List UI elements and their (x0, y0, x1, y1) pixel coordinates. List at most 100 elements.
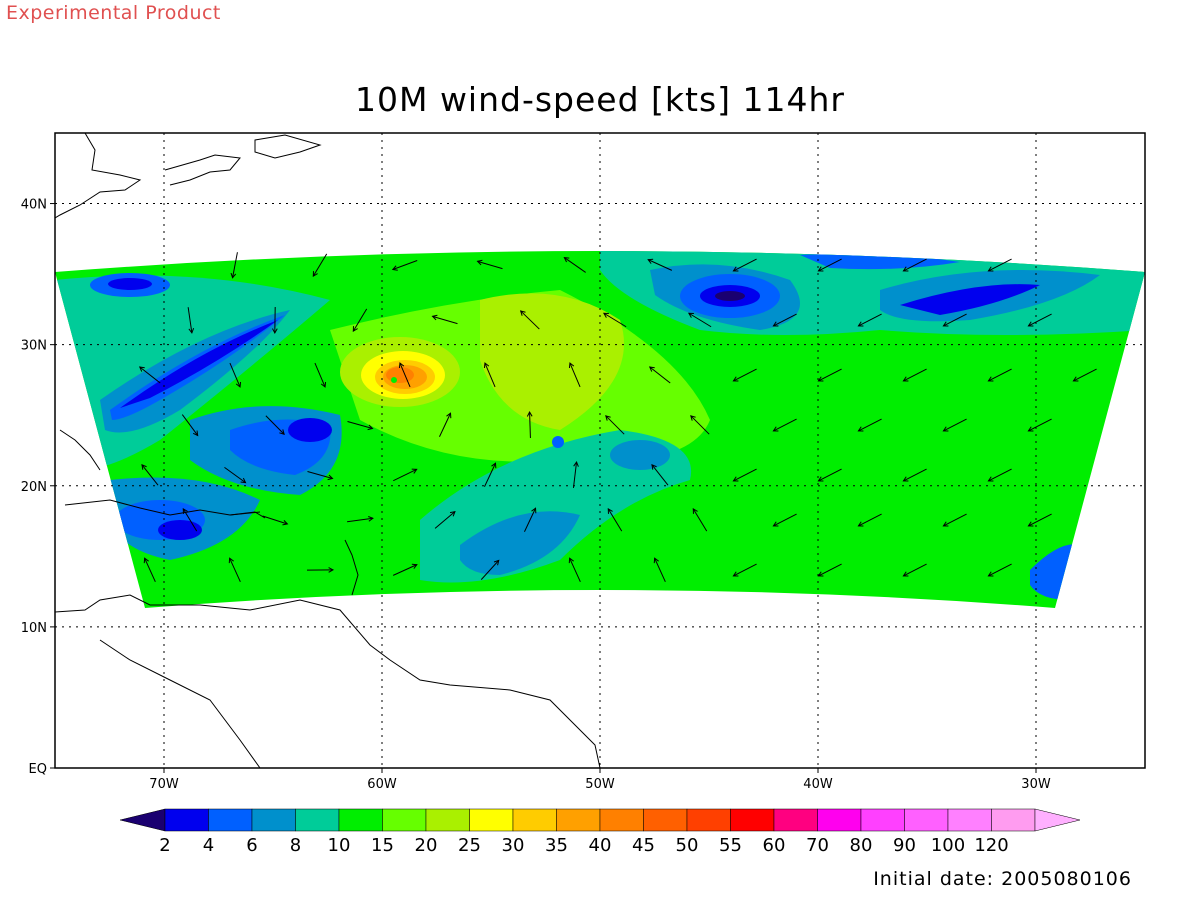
wind-arrow (987, 368, 1012, 382)
wind-arrow (262, 515, 289, 526)
wind-pocket-south (610, 440, 670, 470)
wind-band-deep-far-ne (900, 284, 1040, 315)
colorbar-swatch (599, 808, 644, 832)
wind-arrow (484, 462, 497, 487)
colorbar-swatch (686, 808, 731, 832)
colorbar-swatch (469, 808, 514, 832)
wind-vectors (138, 252, 1097, 583)
lat-tick-label: 20N (21, 480, 47, 495)
wind-arrow (265, 415, 285, 435)
south-america-interior-border (99, 639, 261, 768)
wind-low-northeast-eye (715, 291, 745, 301)
lon-tick-label: 40W (803, 777, 833, 792)
wind-arrow (314, 362, 327, 388)
wind-arrow (572, 461, 579, 488)
lat-tick-label: 30N (21, 339, 47, 354)
lon-tick-label: 50W (585, 777, 615, 792)
colorbar-label: 8 (290, 835, 301, 856)
colorbar-swatch (295, 808, 340, 832)
colorbar-label: 25 (458, 835, 481, 856)
wind-arrow (439, 412, 452, 437)
wind-arrow (476, 259, 503, 270)
wind-arrow (1027, 418, 1052, 432)
wind-arrow (902, 563, 927, 577)
wind-arrow (272, 306, 278, 335)
wind-arrow (942, 313, 967, 327)
wind-arrow (182, 507, 198, 532)
wind-arrow (1027, 513, 1052, 527)
coastlines (55, 133, 601, 768)
wind-core-nw (120, 320, 278, 408)
nova-scotia-coast (164, 154, 241, 186)
colorbar-label: 60 (763, 835, 786, 856)
wind-eddy-nw-core (108, 278, 152, 290)
colorbar-label: 2 (159, 835, 170, 856)
colorbar-swatch (860, 808, 905, 832)
wind-arrow (605, 415, 625, 435)
wind-arrow (524, 507, 537, 532)
wind-arrow (312, 253, 328, 278)
colorbar-label: 45 (632, 835, 655, 856)
wind-arrow (902, 368, 927, 382)
puerto-rico-coast (229, 511, 266, 519)
wind-arrow (687, 312, 712, 328)
colorbar-label: 10 (328, 835, 351, 856)
longitude-labels: 70W 60W 50W 40W 30W (149, 768, 1051, 792)
wind-arrow (141, 463, 159, 486)
lesser-antilles (344, 539, 359, 596)
wind-arrow (563, 256, 586, 273)
wind-arrow (1072, 368, 1097, 382)
wind-arrow (857, 513, 882, 527)
wind-arrow (942, 513, 967, 527)
wind-arrow (817, 468, 842, 482)
colorbar-swatch (338, 808, 383, 832)
wind-arrow (690, 415, 710, 435)
colorbar-swatch (773, 808, 818, 832)
wind-arrow (607, 507, 623, 532)
wind-arrow (347, 516, 374, 523)
wind-arrow (229, 362, 242, 388)
wind-arrow (181, 414, 199, 437)
latitude-labels: EQ 10N 20N 30N 40N (21, 198, 55, 777)
wind-arrow (987, 468, 1012, 482)
colorbar-label: 40 (589, 835, 612, 856)
colorbar-swatch (904, 808, 949, 832)
wind-low-southwest-eye (158, 520, 202, 540)
colorbar-swatch (643, 808, 688, 832)
wind-arrow (902, 468, 927, 482)
lat-tick-label: 40N (21, 198, 47, 213)
colorbar-swatch (730, 808, 775, 832)
wind-arrow (391, 260, 418, 271)
wind-arrow (398, 362, 411, 388)
wind-arrow (772, 418, 797, 432)
wind-arrow (519, 310, 540, 330)
product-label: Experimental Product (6, 2, 221, 24)
colorbar-swatch (556, 808, 601, 832)
colorbar-swatch (425, 808, 470, 832)
colorbar-low-triangle (119, 808, 166, 832)
wind-arrow (347, 420, 374, 431)
wind-arrow (1027, 313, 1052, 327)
wind-arrow (772, 313, 797, 327)
lat-tick-label: 10N (21, 621, 47, 636)
lat-lon-grid (55, 133, 1145, 768)
wind-low-core (288, 418, 332, 442)
colorbar-label: 4 (203, 835, 214, 856)
wind-arrow (942, 418, 967, 432)
wind-arrow (230, 252, 238, 279)
wind-arrow (307, 470, 334, 481)
colorbar-swatch (382, 808, 427, 832)
wind-arrow (653, 557, 666, 583)
wind-arrow (431, 314, 458, 325)
colorbar: 2 4 6 8 10 15 20 25 30 35 40 45 50 55 60 70 80 90 100 120 (119, 808, 1081, 856)
hurricane-eye (391, 377, 397, 383)
wind-arrow (143, 557, 156, 583)
wind-arrow (732, 258, 757, 272)
wind-arrow (857, 313, 882, 327)
wind-arrow (651, 463, 669, 486)
colorbar-label: 90 (893, 835, 916, 856)
initial-date: Initial date: 2005080106 (873, 868, 1132, 890)
wind-arrow (987, 563, 1012, 577)
lon-tick-label: 30W (1021, 777, 1051, 792)
